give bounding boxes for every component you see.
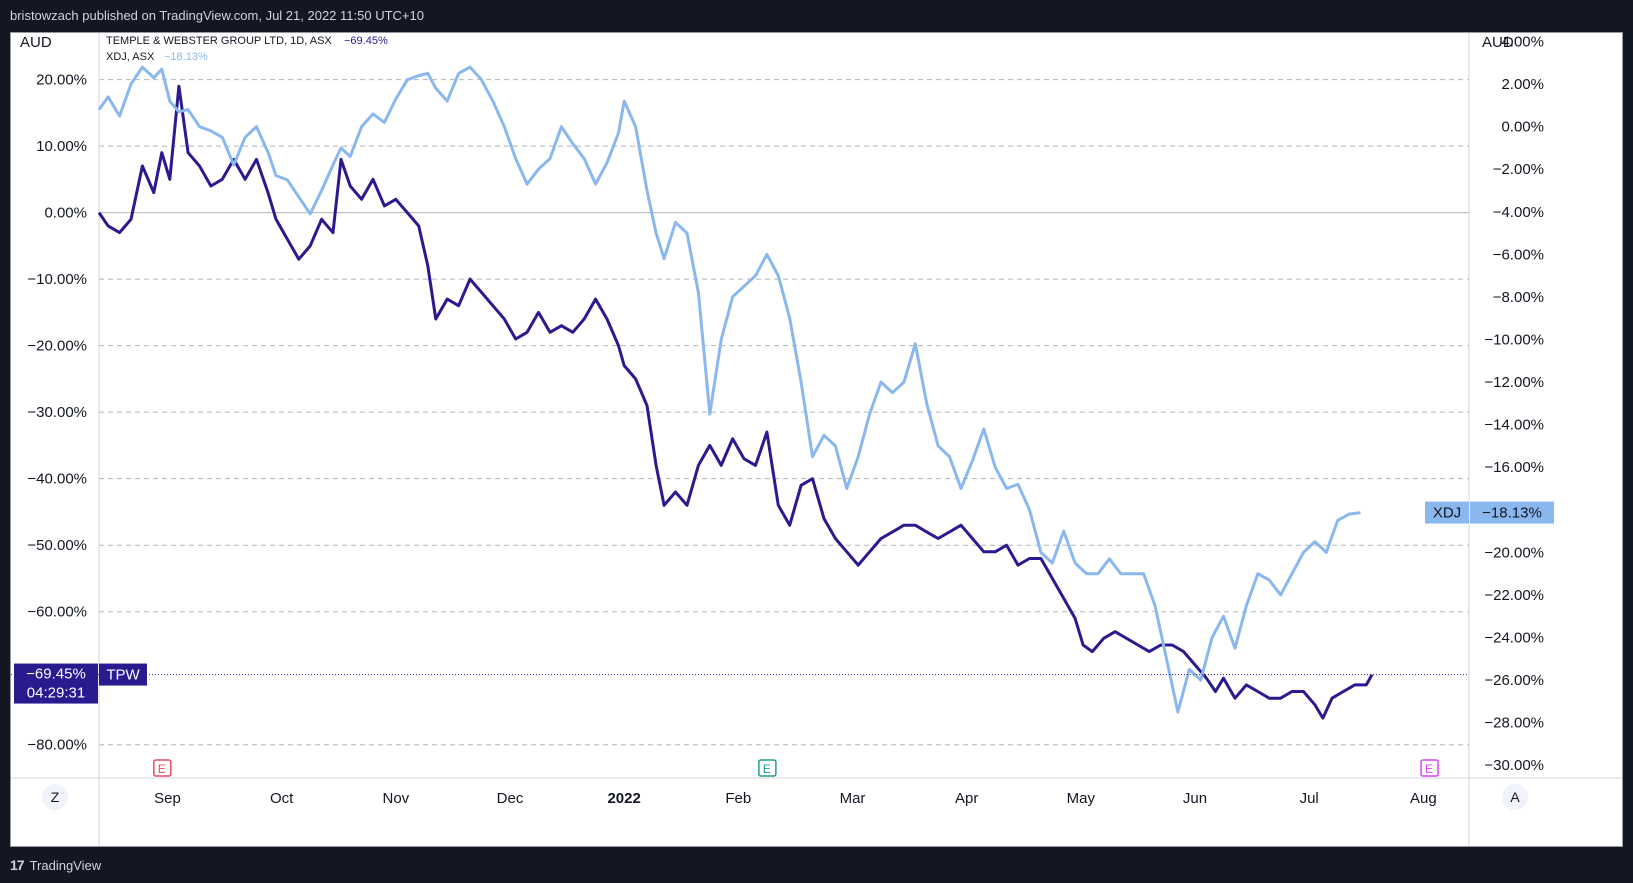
x-axis-tick-label: Dec bbox=[497, 790, 524, 807]
right-axis-tick-label: −26.00% bbox=[1484, 672, 1544, 689]
auto-scale-button[interactable] bbox=[1502, 784, 1528, 810]
xdj-symbol-tag bbox=[1425, 501, 1469, 524]
right-axis-tick-label: −20.00% bbox=[1484, 544, 1544, 561]
tpw-price-tag-value: −69.45% bbox=[26, 666, 86, 683]
left-axis-tick-label: 10.00% bbox=[36, 138, 87, 155]
earnings-marker-icon[interactable] bbox=[758, 759, 777, 777]
earnings-marker-icon[interactable] bbox=[1420, 759, 1439, 777]
tradingview-logo[interactable]: 17 TradingView bbox=[10, 857, 101, 873]
right-axis-tick-label: −22.00% bbox=[1484, 587, 1544, 604]
left-axis-tick-label: −50.00% bbox=[27, 537, 87, 554]
x-axis-tick-label: May bbox=[1067, 790, 1096, 807]
tpw-series-line[interactable] bbox=[97, 84, 1374, 720]
chart-frame[interactable]: 20.00% 10.00% 0.00% −10.00% −20.00% −30.00% −4… bbox=[10, 32, 1623, 847]
tradingview-brand-label: TradingView bbox=[29, 857, 102, 873]
right-axis-tick-label: −12.00% bbox=[1484, 374, 1544, 391]
tpw-symbol-tag bbox=[99, 663, 147, 686]
left-axis-tick-label: 0.00% bbox=[44, 205, 87, 222]
x-axis-tick-label: Jun bbox=[1183, 790, 1207, 807]
legend-tpw-value: −69.45% bbox=[344, 35, 388, 47]
left-axis-tick-label: −20.00% bbox=[27, 338, 87, 355]
zoom-reset-button[interactable] bbox=[42, 784, 68, 810]
right-axis-tick-label: 4.00% bbox=[1501, 34, 1544, 51]
right-axis-tick-label: 2.00% bbox=[1501, 76, 1544, 93]
right-axis-tick-label: −6.00% bbox=[1493, 246, 1544, 263]
right-axis-tick-label: 0.00% bbox=[1501, 119, 1544, 136]
chart-svg[interactable]: 20.00% 10.00% 0.00% −10.00% −20.00% −30.00% −4… bbox=[11, 33, 1623, 847]
xdj-price-tag-value: −18.13% bbox=[1482, 505, 1542, 522]
x-axis-tick-label: Mar bbox=[840, 790, 866, 807]
right-axis-tick-label: −16.00% bbox=[1484, 459, 1544, 476]
left-currency-label: AUD bbox=[20, 34, 52, 51]
earnings-marker-label: E bbox=[763, 762, 771, 776]
auto-scale-button-label: A bbox=[1510, 789, 1520, 805]
x-axis-tick-label: Feb bbox=[725, 790, 751, 807]
left-axis-tick-label: −40.00% bbox=[27, 471, 87, 488]
x-axis-tick-label: Aug bbox=[1410, 790, 1437, 807]
xdj-symbol-tag-label: XDJ bbox=[1433, 505, 1461, 522]
x-axis-tick-label: Oct bbox=[270, 790, 294, 807]
xdj-series-line[interactable] bbox=[97, 65, 1361, 714]
right-axis-tick-label: −2.00% bbox=[1493, 161, 1544, 178]
left-axis-tick-label: −30.00% bbox=[27, 404, 87, 421]
earnings-marker-icon[interactable] bbox=[153, 759, 172, 777]
x-axis-tick-label: Jul bbox=[1300, 790, 1319, 807]
publish-header: bristowzach published on TradingView.com… bbox=[0, 0, 1633, 32]
left-axis-tick-label: −80.00% bbox=[27, 737, 87, 754]
tpw-price-tag-countdown: 04:29:31 bbox=[27, 685, 85, 702]
earnings-marker-label: E bbox=[158, 762, 166, 776]
legend-xdj-label: XDJ, ASX bbox=[106, 51, 155, 63]
tradingview-logo-icon: 17 bbox=[10, 857, 25, 873]
right-currency-label: AUD bbox=[1482, 34, 1514, 51]
right-axis-tick-label: −14.00% bbox=[1484, 417, 1544, 434]
left-axis-tick-label: −60.00% bbox=[27, 604, 87, 621]
legend-xdj-value: −18.13% bbox=[164, 51, 208, 63]
left-axis-tick-label: 20.00% bbox=[36, 72, 87, 89]
zoom-reset-button-label: Z bbox=[51, 789, 60, 805]
publish-info-text: bristowzach published on TradingView.com… bbox=[10, 8, 424, 23]
footer-bar: 17 TradingView bbox=[0, 847, 1633, 883]
x-axis-tick-label: Nov bbox=[382, 790, 409, 807]
xdj-price-tag bbox=[1470, 501, 1554, 524]
right-axis-tick-label: −4.00% bbox=[1493, 204, 1544, 221]
left-axis-tick-label: −10.00% bbox=[27, 271, 87, 288]
tpw-price-tag bbox=[14, 663, 98, 704]
earnings-marker-label: E bbox=[1425, 762, 1433, 776]
right-axis-tick-label: −24.00% bbox=[1484, 630, 1544, 647]
x-axis-tick-label: Apr bbox=[955, 790, 978, 807]
right-axis-tick-label: −8.00% bbox=[1493, 289, 1544, 306]
right-axis-tick-label: −30.00% bbox=[1484, 757, 1544, 774]
legend-tpw-label: TEMPLE & WEBSTER GROUP LTD, 1D, ASX bbox=[106, 35, 332, 47]
x-axis-tick-label: 2022 bbox=[607, 790, 640, 807]
tpw-symbol-tag-label: TPW bbox=[106, 667, 140, 684]
right-axis-tick-label: −28.00% bbox=[1484, 715, 1544, 732]
x-axis-tick-label: Sep bbox=[154, 790, 181, 807]
right-axis-tick-label: −10.00% bbox=[1484, 332, 1544, 349]
